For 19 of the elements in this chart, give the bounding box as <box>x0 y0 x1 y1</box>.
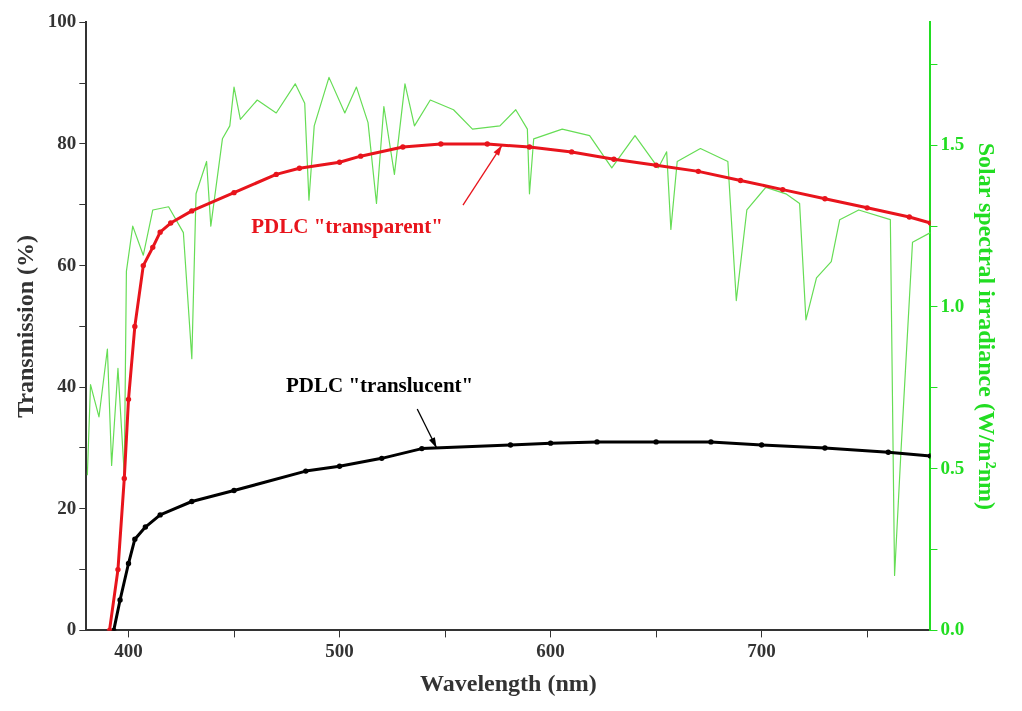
y2-axis-title: Solar spectral irradiance (W/m²nm) <box>974 142 1001 511</box>
y2-tick-label: 1.5 <box>940 133 965 155</box>
y2-tick-label: 0.5 <box>940 456 965 478</box>
text: 0.0 <box>940 618 965 640</box>
y-tick-label: 60 <box>57 253 77 275</box>
y-tick-label: 100 <box>47 10 77 32</box>
y-tick-label: 40 <box>57 375 77 397</box>
x-tick-label: 400 <box>114 639 143 661</box>
text: 1.0 <box>940 294 965 316</box>
annotation: PDLC "translucent" <box>286 373 474 398</box>
x-tick-label: 700 <box>747 639 776 661</box>
y-axis-title: Transmission (%) <box>11 234 38 418</box>
y-tick-label: 0 <box>66 618 77 640</box>
x-axis-title: Wavelength (nm) <box>420 669 597 696</box>
y-tick-label: 20 <box>57 496 77 518</box>
x-tick-label: 600 <box>536 639 565 661</box>
y-tick-label: 80 <box>57 131 77 153</box>
annotation: PDLC "transparent" <box>251 213 443 238</box>
x-tick-label: 500 <box>325 639 354 661</box>
